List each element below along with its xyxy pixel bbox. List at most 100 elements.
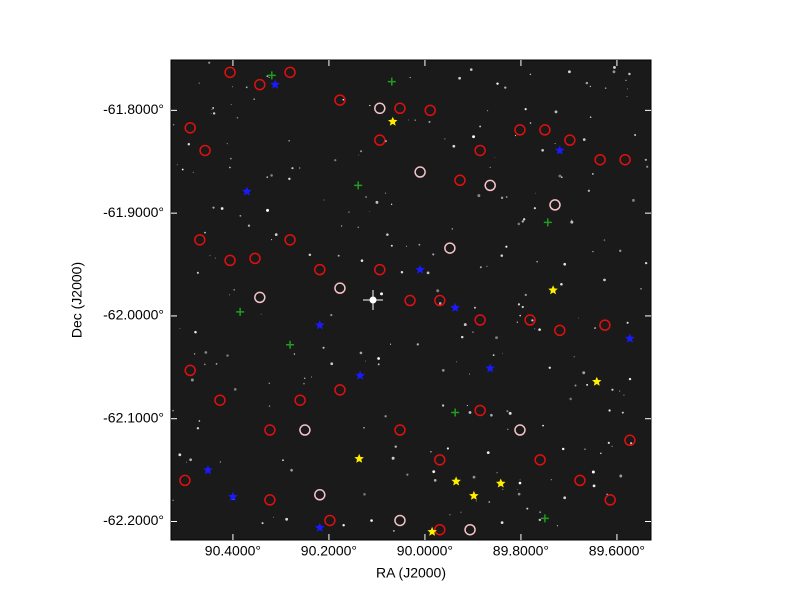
background-star: [560, 176, 563, 179]
background-star: [233, 388, 237, 391]
background-star: [204, 351, 208, 354]
catalog-circle: [554, 324, 566, 337]
background-star: [358, 154, 360, 156]
catalog-circle: [374, 134, 386, 146]
background-star: [360, 150, 363, 153]
background-star: [261, 522, 264, 525]
background-star: [625, 79, 627, 81]
background-star: [517, 303, 521, 306]
catalog-star: [451, 476, 461, 486]
background-star: [589, 116, 592, 118]
background-star: [479, 125, 482, 128]
catalog-star: [469, 490, 479, 500]
background-star: [409, 77, 411, 79]
background-star: [377, 363, 380, 366]
background-star: [619, 390, 621, 392]
background-star: [495, 336, 498, 340]
background-star: [521, 220, 525, 223]
background-star: [446, 447, 450, 450]
y-tick-label: -62.2000°: [103, 512, 164, 528]
background-star: [418, 243, 421, 246]
background-star: [375, 200, 379, 204]
background-star: [534, 328, 536, 330]
background-star: [533, 207, 536, 210]
background-star: [515, 135, 517, 137]
background-star: [172, 123, 175, 126]
y-axis-label: Dec (J2000): [69, 262, 85, 338]
background-star: [496, 82, 499, 85]
background-star: [330, 362, 334, 366]
background-star: [214, 257, 216, 259]
background-star: [193, 353, 196, 355]
catalog-circle: [444, 242, 456, 254]
background-star: [433, 479, 437, 482]
background-star: [203, 363, 206, 366]
background-star: [468, 411, 472, 414]
background-star: [208, 61, 211, 64]
background-star: [436, 289, 440, 293]
background-star: [219, 461, 222, 463]
catalog-circle: [619, 153, 631, 166]
background-star: [172, 409, 174, 412]
catalog-circle: [599, 319, 611, 331]
background-star: [212, 206, 215, 209]
background-star: [621, 411, 624, 414]
background-star: [628, 377, 632, 381]
background-star: [291, 167, 294, 170]
background-star: [538, 328, 541, 331]
background-star: [550, 479, 552, 481]
catalog-circle: [604, 494, 616, 506]
catalog-star: [496, 478, 506, 488]
catalog-circle: [474, 144, 486, 157]
background-star: [260, 313, 262, 315]
background-star: [268, 405, 271, 407]
background-star: [578, 317, 580, 319]
background-star: [640, 288, 642, 290]
background-star: [194, 330, 197, 334]
background-star: [517, 222, 521, 226]
background-star: [519, 479, 521, 481]
background-star: [456, 361, 458, 363]
background-star: [516, 321, 519, 323]
background-star: [211, 109, 213, 110]
background-star: [253, 98, 255, 100]
background-star: [337, 254, 340, 257]
background-star: [391, 456, 395, 460]
background-star: [587, 189, 591, 192]
background-star: [472, 331, 474, 333]
background-star: [380, 292, 383, 296]
background-star: [479, 266, 482, 269]
catalog-star: [354, 453, 364, 463]
background-star: [288, 177, 291, 181]
background-star: [531, 319, 534, 322]
background-star: [230, 103, 232, 105]
background-star: [363, 493, 366, 496]
background-star: [308, 253, 312, 257]
catalog-star: [485, 363, 495, 373]
x-tick-label: 90.2000°: [301, 543, 357, 559]
background-star: [521, 305, 524, 309]
background-star: [228, 294, 230, 296]
catalog-circle: [179, 474, 191, 487]
background-star: [508, 411, 512, 415]
background-star: [466, 404, 468, 407]
catalog-circle: [294, 394, 306, 406]
background-star: [526, 507, 529, 510]
background-star: [274, 233, 278, 237]
background-star: [299, 167, 301, 169]
background-star: [486, 265, 488, 267]
background-star: [334, 159, 337, 162]
catalog-circle: [374, 102, 386, 115]
background-star: [486, 451, 490, 455]
background-star: [268, 76, 270, 79]
background-star: [342, 524, 345, 527]
background-star: [190, 378, 194, 382]
background-star: [629, 442, 633, 445]
background-star: [502, 488, 504, 490]
background-star: [644, 158, 647, 161]
background-star: [524, 107, 527, 111]
background-star: [212, 112, 216, 115]
background-star: [452, 144, 456, 148]
catalog-circle: [434, 294, 446, 307]
x-tick-label: 89.6000°: [589, 543, 645, 559]
